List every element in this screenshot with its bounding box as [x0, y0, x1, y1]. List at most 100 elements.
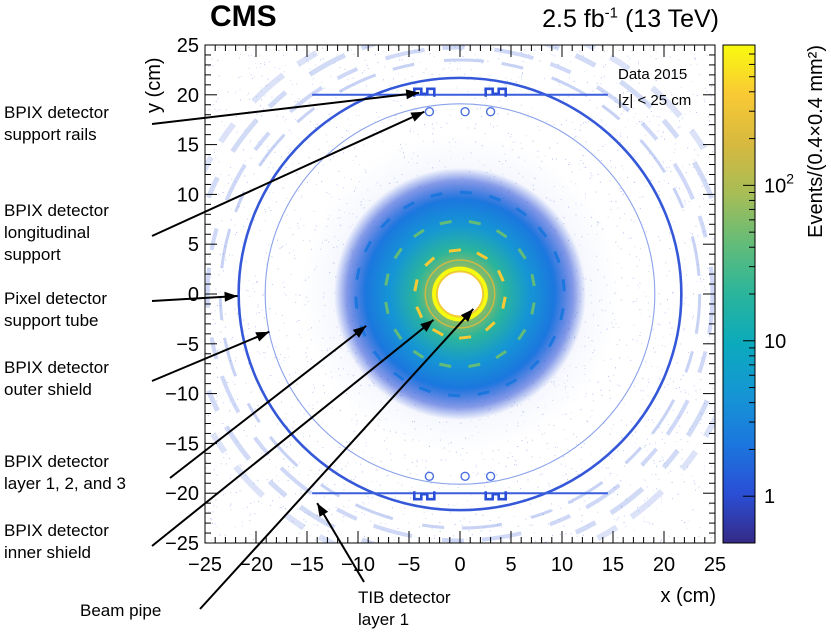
background-hit	[308, 514, 310, 515]
background-hit	[555, 47, 557, 48]
background-hit	[411, 76, 413, 77]
background-hit	[230, 509, 232, 511]
background-hit	[280, 246, 282, 248]
background-hit	[479, 107, 481, 109]
background-hit	[701, 357, 703, 359]
background-hit	[600, 77, 602, 79]
background-hit	[365, 63, 367, 65]
bpix-detector-layer-2-module	[384, 301, 390, 315]
background-hit	[292, 520, 294, 522]
background-hit	[660, 303, 661, 305]
background-hit	[339, 446, 341, 448]
background-hit	[664, 346, 666, 348]
background-hit	[259, 230, 261, 231]
x-tick-label: −5	[398, 554, 421, 576]
background-hit	[650, 56, 652, 58]
background-hit	[601, 466, 603, 468]
bpix-detector-layer-2-module	[517, 328, 527, 341]
background-hit	[364, 429, 366, 430]
background-hit	[354, 448, 355, 450]
background-hit	[467, 90, 469, 92]
background-hit	[552, 509, 554, 511]
background-hit	[649, 443, 651, 445]
background-hit	[230, 491, 231, 493]
background-hit	[220, 463, 222, 465]
background-hit	[249, 295, 251, 297]
background-hit	[228, 174, 230, 176]
background-hit	[669, 56, 671, 58]
annotation-arrowhead	[460, 308, 474, 322]
background-hit	[672, 409, 674, 411]
background-hit	[649, 523, 651, 525]
background-hit	[703, 465, 705, 467]
background-hit	[419, 61, 421, 63]
background-hit	[362, 451, 364, 453]
bpix-detector-layer-2-module	[439, 219, 452, 226]
background-hit	[428, 81, 430, 83]
annotation-line: BPIX detector	[4, 358, 109, 377]
background-hit	[698, 74, 700, 76]
background-hit	[382, 141, 384, 143]
background-hit	[308, 474, 309, 476]
background-hit	[613, 453, 615, 455]
background-hit	[636, 340, 638, 342]
background-hit	[611, 457, 613, 459]
background-hit	[708, 156, 710, 158]
background-hit	[582, 55, 584, 57]
background-hit	[282, 116, 284, 118]
background-hit	[639, 335, 641, 336]
background-hit	[341, 136, 343, 138]
background-hit	[288, 356, 290, 358]
background-hit	[546, 120, 548, 122]
background-hit	[294, 209, 296, 211]
background-hit	[639, 332, 641, 334]
background-hit	[298, 190, 299, 192]
background-hit	[372, 456, 373, 458]
background-hit	[664, 312, 666, 314]
background-hit	[461, 524, 463, 526]
background-hit	[610, 358, 612, 360]
background-hit	[687, 147, 689, 149]
background-hit	[636, 255, 638, 257]
background-hit	[532, 140, 534, 142]
background-hit	[248, 328, 250, 329]
background-hit	[530, 503, 532, 505]
background-hit	[252, 287, 254, 289]
background-hit	[637, 506, 638, 508]
background-hit	[603, 76, 605, 78]
background-hit	[361, 471, 363, 473]
background-hit	[205, 289, 207, 291]
annotation-line: support	[4, 245, 61, 264]
background-hit	[675, 450, 677, 451]
background-hit	[481, 452, 483, 454]
background-hit	[605, 450, 607, 452]
experiment-label: CMS	[210, 0, 277, 33]
background-hit	[212, 424, 214, 426]
background-hit	[661, 539, 662, 541]
background-hit	[302, 433, 304, 435]
background-hit	[363, 503, 365, 505]
background-hit	[618, 50, 620, 51]
background-hit	[500, 526, 502, 528]
background-hit	[645, 134, 646, 136]
background-hit	[700, 419, 702, 420]
background-hit	[642, 398, 644, 400]
background-hit	[587, 421, 589, 423]
background-hit	[260, 87, 262, 89]
background-hit	[246, 435, 248, 437]
background-hit	[328, 113, 330, 115]
background-hit	[396, 46, 398, 48]
background-hit	[609, 474, 611, 476]
background-hit	[700, 278, 702, 280]
background-hit	[627, 91, 629, 93]
background-hit	[674, 143, 676, 145]
background-hit	[288, 252, 290, 254]
bpix-detector-layer-3-module	[448, 393, 461, 398]
background-hit	[677, 493, 679, 495]
background-hit	[316, 108, 318, 110]
background-hit	[668, 72, 670, 74]
background-hit	[222, 494, 224, 496]
background-hit	[210, 168, 212, 170]
background-hit	[401, 484, 403, 486]
background-hit	[634, 442, 636, 444]
